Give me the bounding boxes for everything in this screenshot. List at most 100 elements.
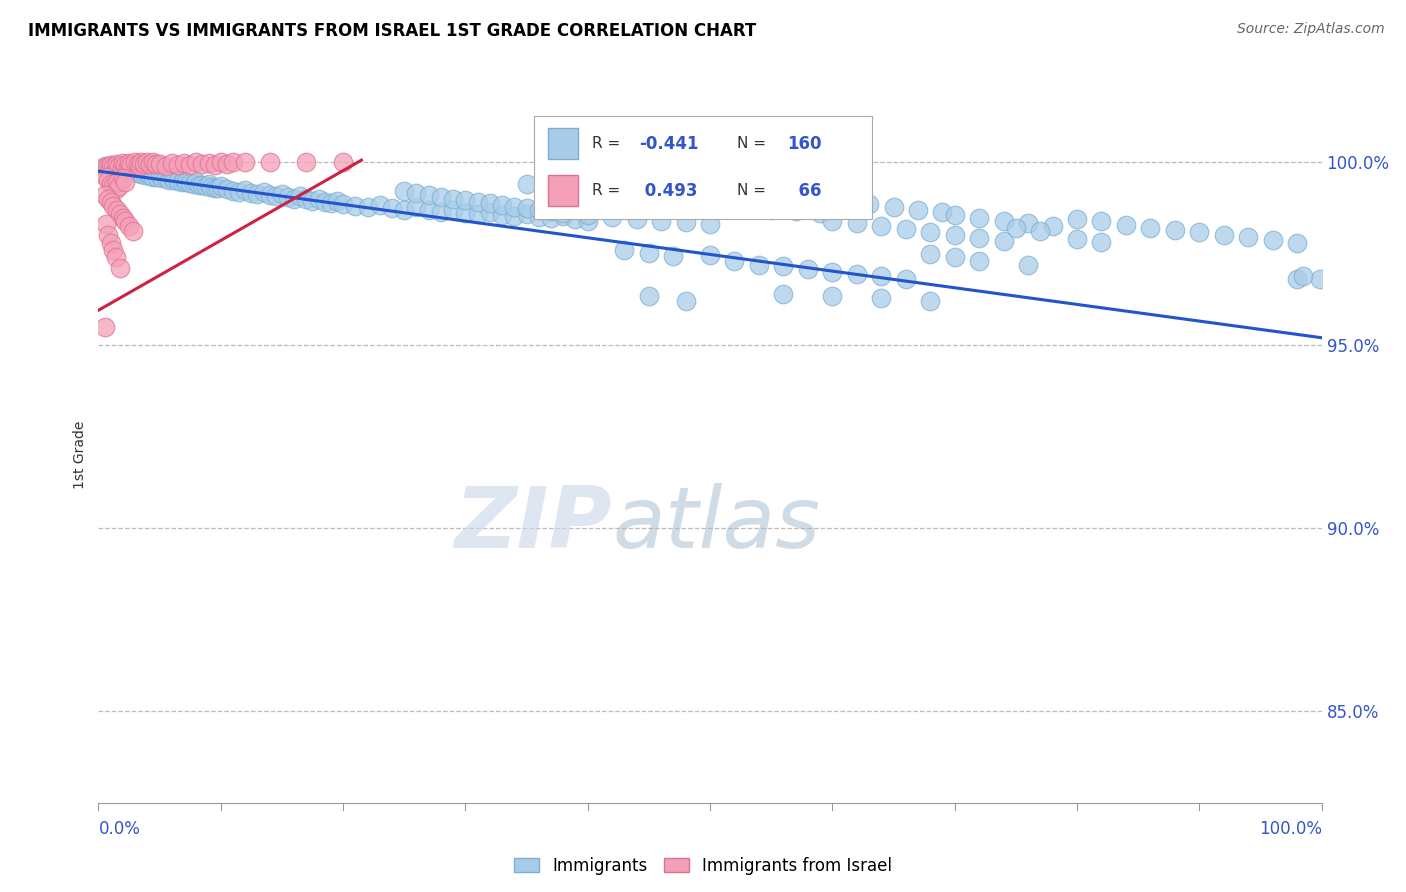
Point	[650, 213, 672, 227]
Point	[1090, 235, 1112, 249]
Y-axis label: 1st Grade: 1st Grade	[73, 421, 87, 489]
Point	[100, 177, 122, 191]
Point	[576, 213, 599, 227]
Point	[132, 157, 155, 171]
Point	[105, 175, 128, 189]
Point	[259, 188, 281, 202]
Point	[540, 211, 562, 226]
Point	[332, 196, 354, 211]
Point	[699, 217, 721, 231]
Point	[870, 269, 893, 284]
Point	[675, 294, 697, 309]
Point	[167, 174, 190, 188]
Point	[146, 170, 169, 185]
Point	[821, 265, 844, 279]
Point	[967, 253, 990, 268]
Point	[478, 204, 501, 219]
Point	[142, 155, 165, 169]
Point	[392, 184, 416, 198]
Point	[136, 166, 159, 180]
Point	[117, 160, 139, 174]
Point	[564, 212, 586, 227]
FancyBboxPatch shape	[548, 128, 578, 159]
Point	[1139, 220, 1161, 235]
Point	[173, 172, 195, 186]
Text: R =: R =	[592, 136, 620, 151]
Point	[785, 190, 807, 204]
Point	[121, 224, 143, 238]
Point	[418, 188, 440, 202]
Point	[108, 159, 131, 173]
FancyBboxPatch shape	[548, 176, 578, 206]
Point	[204, 180, 226, 194]
Point	[160, 155, 183, 169]
Text: 160: 160	[787, 135, 823, 153]
Point	[173, 156, 195, 170]
Point	[111, 156, 134, 170]
Point	[110, 162, 132, 177]
Text: N =: N =	[737, 184, 766, 198]
Point	[430, 190, 453, 204]
Point	[100, 158, 122, 172]
Point	[650, 190, 672, 204]
Point	[118, 219, 141, 233]
Point	[761, 188, 783, 202]
Point	[104, 250, 127, 264]
Point	[215, 157, 238, 171]
Point	[187, 178, 209, 192]
Point	[368, 198, 391, 212]
Point	[134, 168, 156, 182]
Point	[845, 217, 868, 231]
Point	[637, 288, 661, 302]
Point	[150, 171, 173, 186]
Point	[637, 245, 661, 260]
Point	[675, 215, 697, 229]
Point	[252, 185, 274, 199]
Point	[503, 200, 526, 214]
Text: R =: R =	[592, 184, 620, 198]
Point	[821, 288, 844, 302]
Text: IMMIGRANTS VS IMMIGRANTS FROM ISRAEL 1ST GRADE CORRELATION CHART: IMMIGRANTS VS IMMIGRANTS FROM ISRAEL 1ST…	[28, 22, 756, 40]
Text: 66: 66	[787, 182, 823, 200]
Point	[515, 207, 537, 221]
Point	[332, 155, 354, 169]
Point	[228, 185, 250, 199]
Text: 0.493: 0.493	[638, 182, 697, 200]
Point	[772, 260, 794, 274]
Point	[283, 192, 305, 206]
Point	[118, 164, 141, 178]
Point	[167, 157, 190, 171]
Point	[94, 217, 117, 231]
Point	[1017, 217, 1039, 231]
Point	[553, 206, 575, 220]
Point	[108, 178, 131, 193]
Point	[104, 182, 127, 196]
Point	[314, 194, 336, 209]
Point	[93, 159, 115, 173]
Point	[186, 155, 208, 169]
Point	[686, 197, 709, 211]
Point	[515, 201, 537, 215]
Point	[139, 157, 162, 171]
Point	[546, 180, 568, 194]
Point	[93, 188, 115, 202]
Point	[723, 253, 745, 268]
Point	[503, 209, 526, 223]
Point	[441, 192, 464, 206]
Point	[101, 160, 124, 174]
Point	[943, 228, 966, 243]
Point	[129, 155, 152, 169]
Point	[207, 181, 229, 195]
Point	[170, 175, 193, 189]
Point	[101, 243, 124, 257]
Point	[907, 202, 929, 217]
Point	[454, 205, 477, 219]
Point	[761, 202, 783, 217]
Point	[233, 183, 256, 197]
Point	[270, 187, 294, 202]
Point	[191, 157, 214, 171]
Point	[111, 211, 134, 225]
Point	[295, 155, 318, 169]
Point	[101, 199, 124, 213]
Point	[553, 209, 575, 223]
